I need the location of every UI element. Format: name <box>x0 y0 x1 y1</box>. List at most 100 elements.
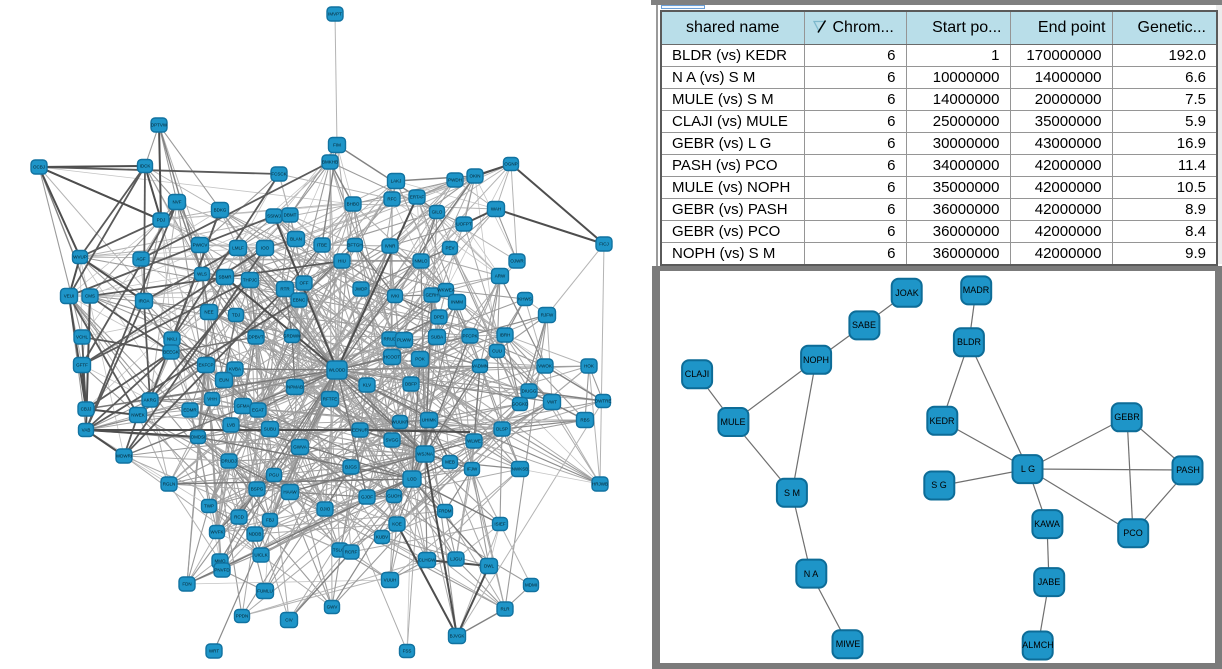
svg-text:FDN: FDN <box>182 582 191 587</box>
svg-text:PWICV: PWICV <box>193 243 208 248</box>
svg-text:ERTAF: ERTAF <box>410 195 425 200</box>
svg-text:MULE: MULE <box>720 417 745 427</box>
svg-text:IBRH: IBRH <box>500 333 511 338</box>
svg-text:MMO: MMO <box>215 559 226 564</box>
svg-text:WVUP: WVUP <box>73 255 87 260</box>
svg-text:DPTVW: DPTVW <box>151 123 168 128</box>
svg-text:NKLI: NKLI <box>167 337 177 342</box>
svg-text:FUMLU: FUMLU <box>257 589 273 594</box>
svg-text:LVB: LVB <box>227 423 235 428</box>
svg-text:UOFPT: UOFPT <box>456 222 472 227</box>
svg-text:THPJC: THPJC <box>243 278 258 283</box>
svg-text:RCRF: RCRF <box>345 550 358 555</box>
svg-text:MDMI: MDMI <box>525 583 537 588</box>
svg-text:L G: L G <box>1021 464 1035 474</box>
svg-text:IFJW: IFJW <box>467 467 478 472</box>
svg-text:DPBVT: DPBVT <box>248 335 263 340</box>
svg-text:VWT: VWT <box>547 400 557 405</box>
svg-text:PDJ: PDJ <box>157 218 166 223</box>
svg-text:FIM: FIM <box>333 143 341 148</box>
svg-text:GWV: GWV <box>327 605 338 610</box>
svg-text:NVF: NVF <box>173 200 182 205</box>
svg-text:KOE: KOE <box>392 522 402 527</box>
svg-text:LMLF: LMLF <box>232 246 244 251</box>
svg-text:BFTGH: BFTGH <box>347 243 362 248</box>
svg-text:OKIN: OKIN <box>469 174 480 179</box>
svg-text:LJGU: LJGU <box>450 557 462 562</box>
svg-text:DBMT: DBMT <box>284 213 297 218</box>
svg-text:WVFK: WVFK <box>211 530 224 535</box>
svg-text:UICLK: UICLK <box>254 553 267 558</box>
svg-text:EDMR: EDMR <box>183 408 197 413</box>
svg-text:MIWE: MIWE <box>836 639 861 649</box>
svg-text:RGLN: RGLN <box>163 482 176 487</box>
svg-text:OFF: OFF <box>300 281 309 286</box>
svg-text:INMM: INMM <box>451 300 463 305</box>
svg-text:VCHL: VCHL <box>76 335 89 340</box>
svg-text:DWL: DWL <box>484 564 494 569</box>
svg-text:ARW: ARW <box>495 274 506 279</box>
svg-text:GEBR: GEBR <box>1114 412 1140 422</box>
svg-text:DRUDJ: DRUDJ <box>221 459 236 464</box>
svg-text:BJVGK: BJVGK <box>450 634 465 639</box>
svg-text:GJOF: GJOF <box>361 495 373 500</box>
svg-text:NPMAB: NPMAB <box>287 385 303 390</box>
svg-text:EKFCP: EKFCP <box>198 363 213 368</box>
svg-text:IVKI: IVKI <box>391 294 400 299</box>
svg-text:SVGG: SVGG <box>385 438 399 443</box>
svg-text:ALMCH: ALMCH <box>1022 640 1054 650</box>
svg-text:NEE: NEE <box>204 310 213 315</box>
svg-text:PNVFD: PNVFD <box>214 568 230 573</box>
svg-text:GUOH: GUOH <box>387 494 401 499</box>
svg-text:PFCPK: PFCPK <box>462 334 477 339</box>
svg-text:FBJ: FBJ <box>266 518 274 523</box>
svg-text:WLODD: WLODD <box>329 368 347 373</box>
svg-text:IDCK: IDCK <box>140 164 151 169</box>
svg-text:RFC: RFC <box>387 197 397 202</box>
svg-text:OCBJ: OCBJ <box>33 165 45 170</box>
svg-text:BLDR: BLDR <box>957 337 982 347</box>
svg-text:BEEGK: BEEGK <box>163 350 179 355</box>
svg-text:PPDN: PPDN <box>236 614 249 619</box>
svg-text:EGAT: EGAT <box>252 408 264 413</box>
svg-text:NWKSB: NWKSB <box>512 467 529 472</box>
svg-text:BJGS: BJGS <box>345 465 357 470</box>
svg-text:NOPH: NOPH <box>803 355 829 365</box>
svg-text:GERH: GERH <box>425 293 438 298</box>
svg-text:LOD: LOD <box>407 477 417 482</box>
svg-text:SBMR: SBMR <box>218 275 232 280</box>
svg-text:DBFP: DBFP <box>405 382 417 387</box>
svg-text:FICJ: FICJ <box>599 242 609 247</box>
svg-text:HIU: HIU <box>338 259 346 264</box>
svg-text:RTR: RTR <box>280 287 290 292</box>
svg-text:PWDH: PWDH <box>448 178 462 183</box>
svg-text:HOK: HOK <box>584 364 594 369</box>
svg-text:CBJJ: CBJJ <box>81 407 92 412</box>
svg-text:UHIMK: UHIMK <box>422 418 437 423</box>
svg-text:ISIEF: ISIEF <box>494 522 506 527</box>
svg-text:EBNC: EBNC <box>293 298 306 303</box>
svg-text:PGU: PGU <box>269 473 279 478</box>
svg-text:KAWA: KAWA <box>1034 519 1060 529</box>
svg-text:SSIWJ: SSIWJ <box>267 214 281 219</box>
svg-text:WSJNA: WSJNA <box>417 452 433 457</box>
svg-text:KHWS: KHWS <box>518 297 532 302</box>
svg-text:HRJWB: HRJWB <box>592 482 608 487</box>
svg-text:FCSCK: FCSCK <box>271 172 286 177</box>
svg-text:MADR: MADR <box>963 285 990 295</box>
svg-text:CIV: CIV <box>285 618 293 623</box>
svg-text:AGF: AGF <box>136 257 146 262</box>
svg-text:AKRG: AKRG <box>144 398 157 403</box>
svg-text:KVBA: KVBA <box>229 367 241 372</box>
svg-text:WKWEA: WKWEA <box>437 288 455 293</box>
svg-text:JOAK: JOAK <box>895 288 919 298</box>
svg-text:HCOOT: HCOOT <box>384 355 401 360</box>
svg-text:CLAJI: CLAJI <box>685 369 710 379</box>
svg-text:EUN: EUN <box>219 378 229 383</box>
svg-text:NWEK: NWEK <box>131 413 145 418</box>
svg-text:VADMN: VADMN <box>472 364 488 369</box>
svg-text:FRDM: FRDM <box>439 509 452 514</box>
svg-text:SABE: SABE <box>852 320 876 330</box>
svg-text:BHBO: BHBO <box>347 202 360 207</box>
svg-text:BLAN: BLAN <box>290 237 302 242</box>
